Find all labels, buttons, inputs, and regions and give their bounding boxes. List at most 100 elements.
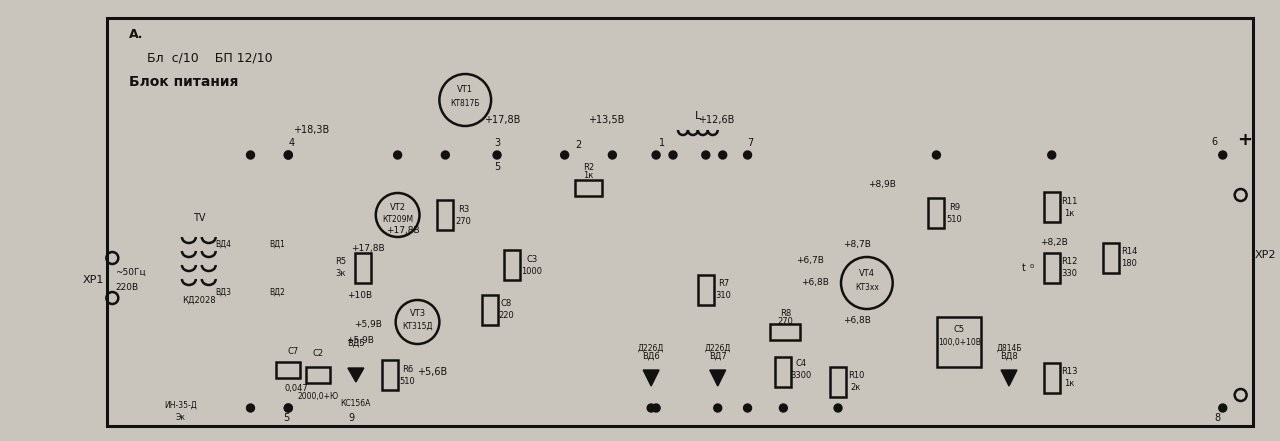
Circle shape [284,404,292,412]
Text: 5: 5 [283,413,289,423]
Text: VT4: VT4 [859,269,874,277]
Text: 9: 9 [349,413,355,423]
Text: С5: С5 [954,325,965,335]
Text: КТ209М: КТ209М [381,214,413,224]
Text: L: L [695,111,701,121]
Circle shape [561,151,568,159]
Text: КТ3хх: КТ3хх [855,283,879,292]
Text: 1к: 1к [1065,380,1075,389]
Circle shape [744,404,751,412]
Text: 3: 3 [494,138,500,148]
Text: +8,7В: +8,7В [844,240,870,250]
Text: R7: R7 [718,280,730,288]
Circle shape [835,404,842,412]
Text: 0,047: 0,047 [284,384,308,392]
Circle shape [284,151,292,159]
Text: ВД3: ВД3 [215,288,232,296]
Circle shape [439,74,492,126]
Circle shape [1235,189,1247,201]
Text: ВД2: ВД2 [269,288,285,296]
Text: ВД4: ВД4 [215,239,232,248]
Text: ВД1: ВД1 [269,239,285,248]
Text: +12,6В: +12,6В [698,115,733,125]
Text: R12: R12 [1061,258,1078,266]
Bar [698,275,714,305]
Text: o: o [1029,263,1034,269]
Text: +8,2В: +8,2В [1039,238,1068,247]
Text: С4: С4 [796,359,806,369]
Text: ХР1: ХР1 [83,275,105,285]
Polygon shape [710,370,726,386]
Text: 220В: 220В [115,284,138,292]
Circle shape [106,252,118,264]
Text: Блок питания: Блок питания [129,75,238,89]
Text: Д814Б: Д814Б [996,344,1021,352]
Circle shape [652,404,660,412]
Text: R9: R9 [948,202,960,212]
Circle shape [106,292,118,304]
Circle shape [493,151,500,159]
Text: +18,3В: +18,3В [293,125,329,135]
Text: 4: 4 [288,138,294,148]
Bar [1103,243,1119,273]
Bar [575,180,603,196]
Bar [1043,253,1060,283]
Text: ВД7: ВД7 [709,351,727,360]
Text: 1к: 1к [1065,209,1075,217]
Text: 510: 510 [946,214,963,224]
Circle shape [1048,151,1056,159]
Text: R8: R8 [780,310,791,318]
Text: R5: R5 [335,258,347,266]
Text: 1к: 1к [584,172,594,180]
Text: R13: R13 [1061,367,1078,377]
Circle shape [608,151,617,159]
Text: +5,9В: +5,9В [353,319,381,329]
Text: А.: А. [129,29,143,41]
Text: +6,8В: +6,8В [801,277,829,287]
Polygon shape [348,368,364,382]
Text: С8: С8 [500,299,512,309]
Circle shape [247,404,255,412]
Circle shape [648,404,655,412]
Text: ИН-35-Д: ИН-35-Д [165,400,197,410]
Bar [306,367,330,383]
Text: +13,5В: +13,5В [589,115,625,125]
Text: 3300: 3300 [791,371,812,381]
Text: ВД5: ВД5 [347,339,365,348]
Bar [381,360,398,390]
Text: С3: С3 [526,254,538,264]
Text: ~50Гц: ~50Гц [115,268,146,277]
Text: 2000,0+Ю: 2000,0+Ю [297,392,339,401]
Bar [1043,192,1060,222]
Polygon shape [643,370,659,386]
Text: +17,8В: +17,8В [385,227,420,235]
Text: +5,6В: +5,6В [417,367,448,377]
Text: R10: R10 [847,371,864,381]
Text: 8: 8 [1215,413,1221,423]
Bar [438,200,453,230]
Text: +17,8В: +17,8В [351,243,384,253]
Bar [1043,363,1060,393]
Text: КТ315Д: КТ315Д [402,321,433,330]
Text: VT3: VT3 [410,310,425,318]
Circle shape [719,151,727,159]
Circle shape [701,151,710,159]
Text: ХР2: ХР2 [1254,250,1276,260]
Circle shape [780,404,787,412]
Bar [276,362,301,378]
Circle shape [284,151,292,159]
Bar [483,295,498,325]
Circle shape [1219,151,1226,159]
Text: VT2: VT2 [389,202,406,212]
Text: t: t [1021,263,1025,273]
Circle shape [376,193,420,237]
Circle shape [744,151,751,159]
Circle shape [841,257,892,309]
Text: 330: 330 [1061,269,1078,279]
Text: VT1: VT1 [457,86,474,94]
Text: 180: 180 [1121,259,1137,269]
Text: 1: 1 [659,138,666,148]
Text: R6: R6 [402,365,413,374]
Circle shape [247,151,255,159]
Text: R14: R14 [1121,247,1138,257]
